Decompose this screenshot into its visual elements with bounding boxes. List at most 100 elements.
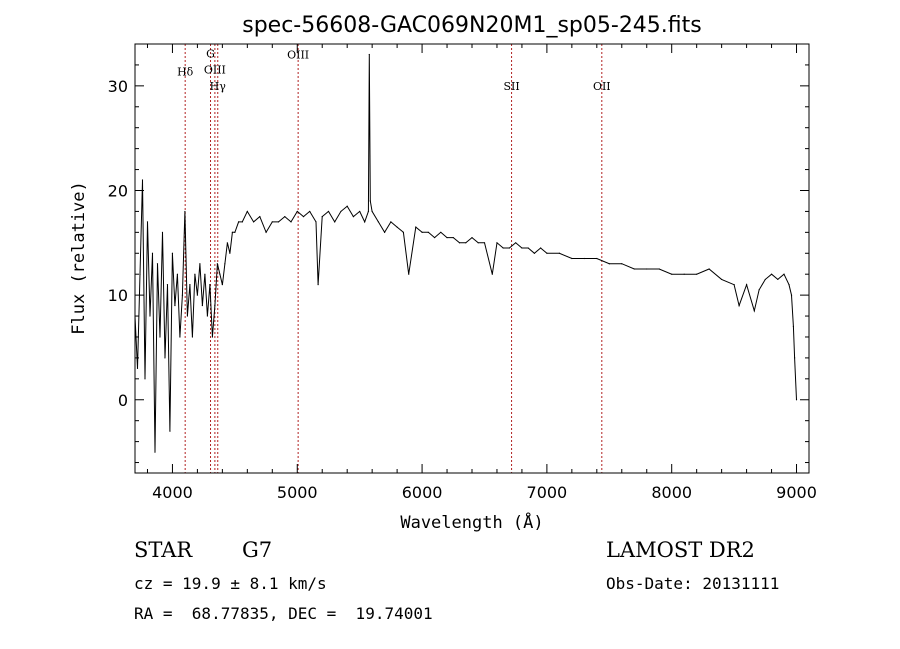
spectrum-series [134,53,798,453]
x-tick-label: 9000 [776,483,817,502]
spectrum-point [671,273,673,275]
spectrum-point [231,231,233,233]
spectrum-point [546,252,548,254]
spectrum-point [159,336,161,338]
spectrum-point [377,221,379,223]
spectrum-point [166,284,169,286]
spectrum-point [446,236,448,239]
spectrum-point [284,216,286,218]
x-tick-label: 5000 [277,483,318,502]
spectrum-point [237,221,240,223]
spectrum-point [369,200,371,202]
x-tick-label: 6000 [402,483,443,502]
spectrum-point [226,242,228,244]
coordinates: RA = 68.77835, DEC = 19.74001 [134,604,433,623]
spectrum-point [427,231,429,233]
spectrum-point [733,284,735,286]
spectrum-point [384,231,386,233]
spectrum-point [189,284,191,286]
spectrum-point [174,304,176,307]
spectrum-point [277,221,280,223]
spectrum-point [139,273,141,275]
object-subclass: G7 [242,538,273,562]
spectrum-point [151,252,154,254]
spectrum-point [471,236,473,239]
spectrum-point [186,315,189,317]
spectrum-point [696,273,698,275]
x-tick-label: 4000 [152,483,193,502]
spectrum-point [171,252,174,254]
spectrum-point [371,210,373,213]
spectrum-point [229,252,231,254]
object-type: STAR [134,538,193,562]
spectrum-point [583,257,585,260]
spectrum-point [359,210,361,213]
spectrum-point [149,315,151,317]
spectrum-point [156,263,159,265]
y-axis-label: Flux (relative) [69,181,89,335]
spectrum-point [216,263,218,265]
spectrum-point [502,247,504,249]
marker-label: G [206,48,215,61]
observation-date: Obs-Date: 20131111 [606,574,780,593]
y-tick-label: 30 [108,77,128,96]
spectrum-point [390,221,392,223]
spectrum-point [302,216,305,218]
spectrum-point [309,210,311,213]
spectrum-point [721,278,723,281]
spectrum-point [745,284,748,286]
spectrum-point [368,53,370,56]
spectrum-point [246,210,248,213]
survey-name: LAMOST DR2 [606,538,755,562]
spectrum-point [146,221,149,223]
marker-label: OIII [287,49,309,62]
spectrum-point [154,451,156,453]
spectrum-point [234,231,236,233]
spectrum-point [683,273,685,275]
spectrum-point [533,252,536,254]
marker-label: OII [593,80,611,93]
spectrum-point [452,236,454,239]
spectrum-point [352,216,355,218]
spectrum-point [184,210,186,213]
spectrum-point [176,273,179,275]
spectrum-point [596,257,598,260]
spectrum-point [465,242,467,244]
marker-label: Hγ [210,80,227,93]
spectrum-point [770,273,773,275]
spectrum-point [738,304,740,307]
spectrum-point [508,247,511,249]
spectrum-point [201,304,203,307]
spectrum-point [265,231,267,233]
spectrum-point [334,221,336,223]
spectrum-point [421,231,423,233]
spectrum-point [290,221,292,223]
spectrum-point [558,252,560,254]
spectrum-point [783,273,785,275]
y-tick-label: 0 [118,391,128,410]
spectrum-point [758,289,760,291]
spectrum-point [214,304,216,307]
marker-label: Hδ [177,65,194,78]
spectrum-point [658,268,660,270]
x-tick-label: 7000 [527,483,568,502]
spectrum-point [794,357,796,359]
spectrum-point [646,268,648,270]
spectrum-point [194,273,196,275]
spectrum-point [540,247,542,249]
x-tick-label: 8000 [651,483,692,502]
spectrum-point [753,310,755,312]
plot-frame [134,43,810,474]
redshift-cz: cz = 19.9 ± 8.1 km/s [134,574,327,593]
spectrum-point [191,336,194,338]
spectrum-point [315,221,317,223]
spectrum-point [483,242,486,244]
spectrum-point [367,210,370,213]
spectrum-point [708,268,710,270]
x-axis-label: Wavelength (Å) [400,511,543,533]
spectrum-point [164,357,166,359]
spectrum-point [477,242,479,244]
spectrum-point [219,273,221,275]
spectrum-point [161,231,164,233]
spectrum-point [795,399,798,401]
